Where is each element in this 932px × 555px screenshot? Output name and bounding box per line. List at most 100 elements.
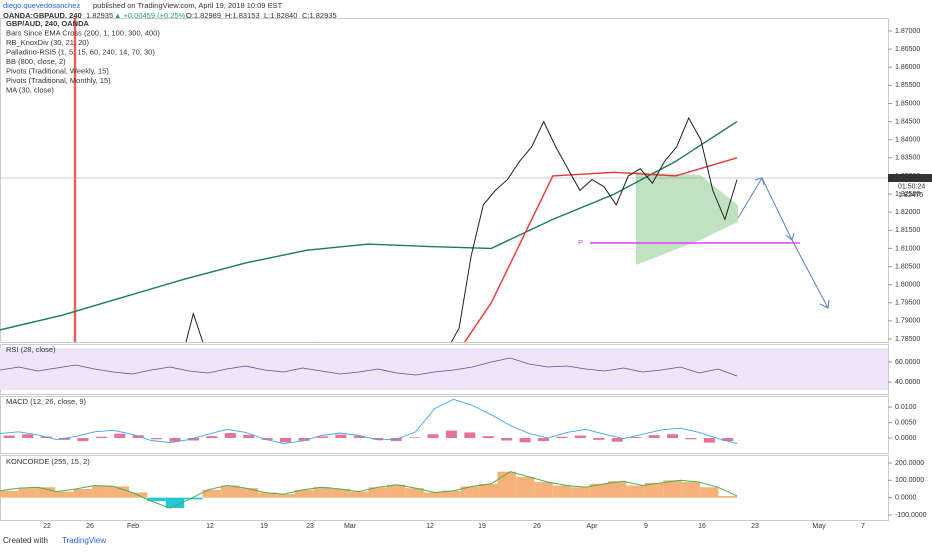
x-tick-label: 23 <box>306 523 314 530</box>
macd-bar <box>151 438 163 440</box>
x-tick-label: May <box>812 523 826 530</box>
pane-title: RSI (28, close) <box>6 345 56 354</box>
price-label: 1.82475 <box>898 192 923 199</box>
koncorde-bar <box>257 492 277 498</box>
rsi-band <box>0 348 888 390</box>
koncorde-bar <box>294 489 314 498</box>
koncorde-bar <box>460 486 480 498</box>
koncorde-bar <box>368 487 387 498</box>
x-tick-label: Feb <box>127 523 139 530</box>
koncorde-bar <box>202 489 222 498</box>
koncorde-bar <box>313 487 332 498</box>
series-line <box>0 398 738 445</box>
y-tick-label: 1.79500 <box>895 300 920 307</box>
last-price-box <box>888 174 932 182</box>
y-tick-label: 1.79000 <box>895 318 920 325</box>
y-tick-label: 1.82500 <box>895 191 920 198</box>
koncorde-bar <box>165 497 185 509</box>
legend-entry: Bars Since EMA Cross (200, 1, 100, 300, … <box>6 28 160 37</box>
y-tick-label: 1.80000 <box>895 281 920 288</box>
koncorde-bar <box>718 495 737 498</box>
x-tick-label: 22 <box>43 523 51 530</box>
pane-title: MACD (12, 26, close, 9) <box>6 397 87 406</box>
x-tick-label: Mar <box>344 523 357 530</box>
footer: Created with TradingView <box>3 536 106 545</box>
macd-bar <box>353 435 365 438</box>
macd-bar <box>280 438 292 443</box>
koncorde-bar <box>644 482 664 498</box>
y-tick-label: 1.82000 <box>895 209 920 216</box>
koncorde-bar <box>55 491 74 498</box>
y-tick-label: 100.0000 <box>895 477 924 484</box>
y-tick-label: 1.84500 <box>895 118 920 125</box>
koncorde-bar <box>184 497 203 500</box>
macd-bar <box>58 438 71 440</box>
x-tick-label: 12 <box>426 523 434 530</box>
macd-bar <box>224 433 236 438</box>
macd-bar <box>445 430 457 438</box>
koncorde-bar <box>608 481 627 498</box>
koncorde-bar <box>442 490 461 498</box>
brand[interactable]: TradingView <box>62 536 106 545</box>
macd-bar <box>611 438 623 442</box>
y-tick-label: 0.0000 <box>895 495 917 502</box>
macd-bar <box>3 435 15 438</box>
koncorde-bar <box>423 492 443 498</box>
high: H:1.83153 <box>225 11 260 20</box>
koncorde-bar <box>147 497 166 502</box>
macd-bar <box>335 434 347 438</box>
chart-layer: 1.87000 1.86500 1.86000 1.85500 1.85000 1.845… <box>0 19 927 530</box>
x-tick-label: 26 <box>86 523 94 530</box>
macd-bar <box>630 437 642 438</box>
legend-entry: MA (30, close) <box>6 85 54 94</box>
macd-bar <box>703 438 715 443</box>
legend-entry: RB_KnoxDiv (30, 21, 20) <box>6 38 89 47</box>
macd-bar <box>556 436 568 438</box>
koncorde-bar <box>479 483 498 498</box>
x-tick-label: 7 <box>861 523 865 530</box>
author[interactable]: diego.quevedosanchez <box>3 1 80 10</box>
koncorde-bar <box>589 483 609 498</box>
y-tick-label: -100.0000 <box>895 512 927 519</box>
y-tick-label: 1.80500 <box>895 263 920 270</box>
macd-bar <box>427 434 439 438</box>
legend-entry: Palladino-RSI5 (1, 5, 15, 60, 240, 14, 7… <box>6 47 155 56</box>
macd-bar <box>298 438 310 441</box>
koncorde-bar <box>0 490 19 498</box>
x-tick-label: 12 <box>206 523 214 530</box>
macd-bar <box>243 434 255 438</box>
koncorde-bar <box>700 487 719 498</box>
pivot-area <box>636 172 738 265</box>
change: ▲ +0.00459 (+0.25%) <box>114 11 188 20</box>
y-tick-label: 1.85000 <box>895 100 920 107</box>
koncorde-bar <box>681 482 701 498</box>
published: published on TradingView.com, April 19, … <box>93 1 283 10</box>
macd-bar <box>464 432 476 438</box>
legend-entry: GBP/AUD, 240, OANDA <box>6 19 90 28</box>
y-tick-label: 1.83500 <box>895 155 920 162</box>
x-tick-label: 19 <box>260 523 268 530</box>
koncorde-bar <box>92 485 111 498</box>
legend-entry: BB (800, close, 2) <box>6 57 66 66</box>
koncorde-bar <box>350 491 369 498</box>
y-tick-label: 1.86000 <box>895 64 920 71</box>
koncorde-bar <box>534 482 553 498</box>
macd-bar <box>114 433 126 438</box>
low: L:1.82840 <box>264 11 297 20</box>
macd-bar <box>722 438 734 442</box>
koncorde-bar <box>239 488 258 498</box>
y-tick-label: 1.85500 <box>895 82 920 89</box>
y-tick-label: 1.78500 <box>895 336 920 343</box>
pivot-label: P <box>578 238 583 247</box>
y-tick-label: 60.0000 <box>895 359 920 366</box>
x-tick-label: 19 <box>478 523 486 530</box>
koncorde-bar <box>405 488 424 498</box>
koncorde-bar <box>571 487 590 498</box>
pane-title: KONCORDE (255, 15, 2) <box>6 457 90 466</box>
y-tick-label: 1.84000 <box>895 137 920 144</box>
koncorde-bar <box>110 486 129 498</box>
series-line <box>0 121 738 331</box>
y-tick-label: 1.81500 <box>895 227 920 234</box>
